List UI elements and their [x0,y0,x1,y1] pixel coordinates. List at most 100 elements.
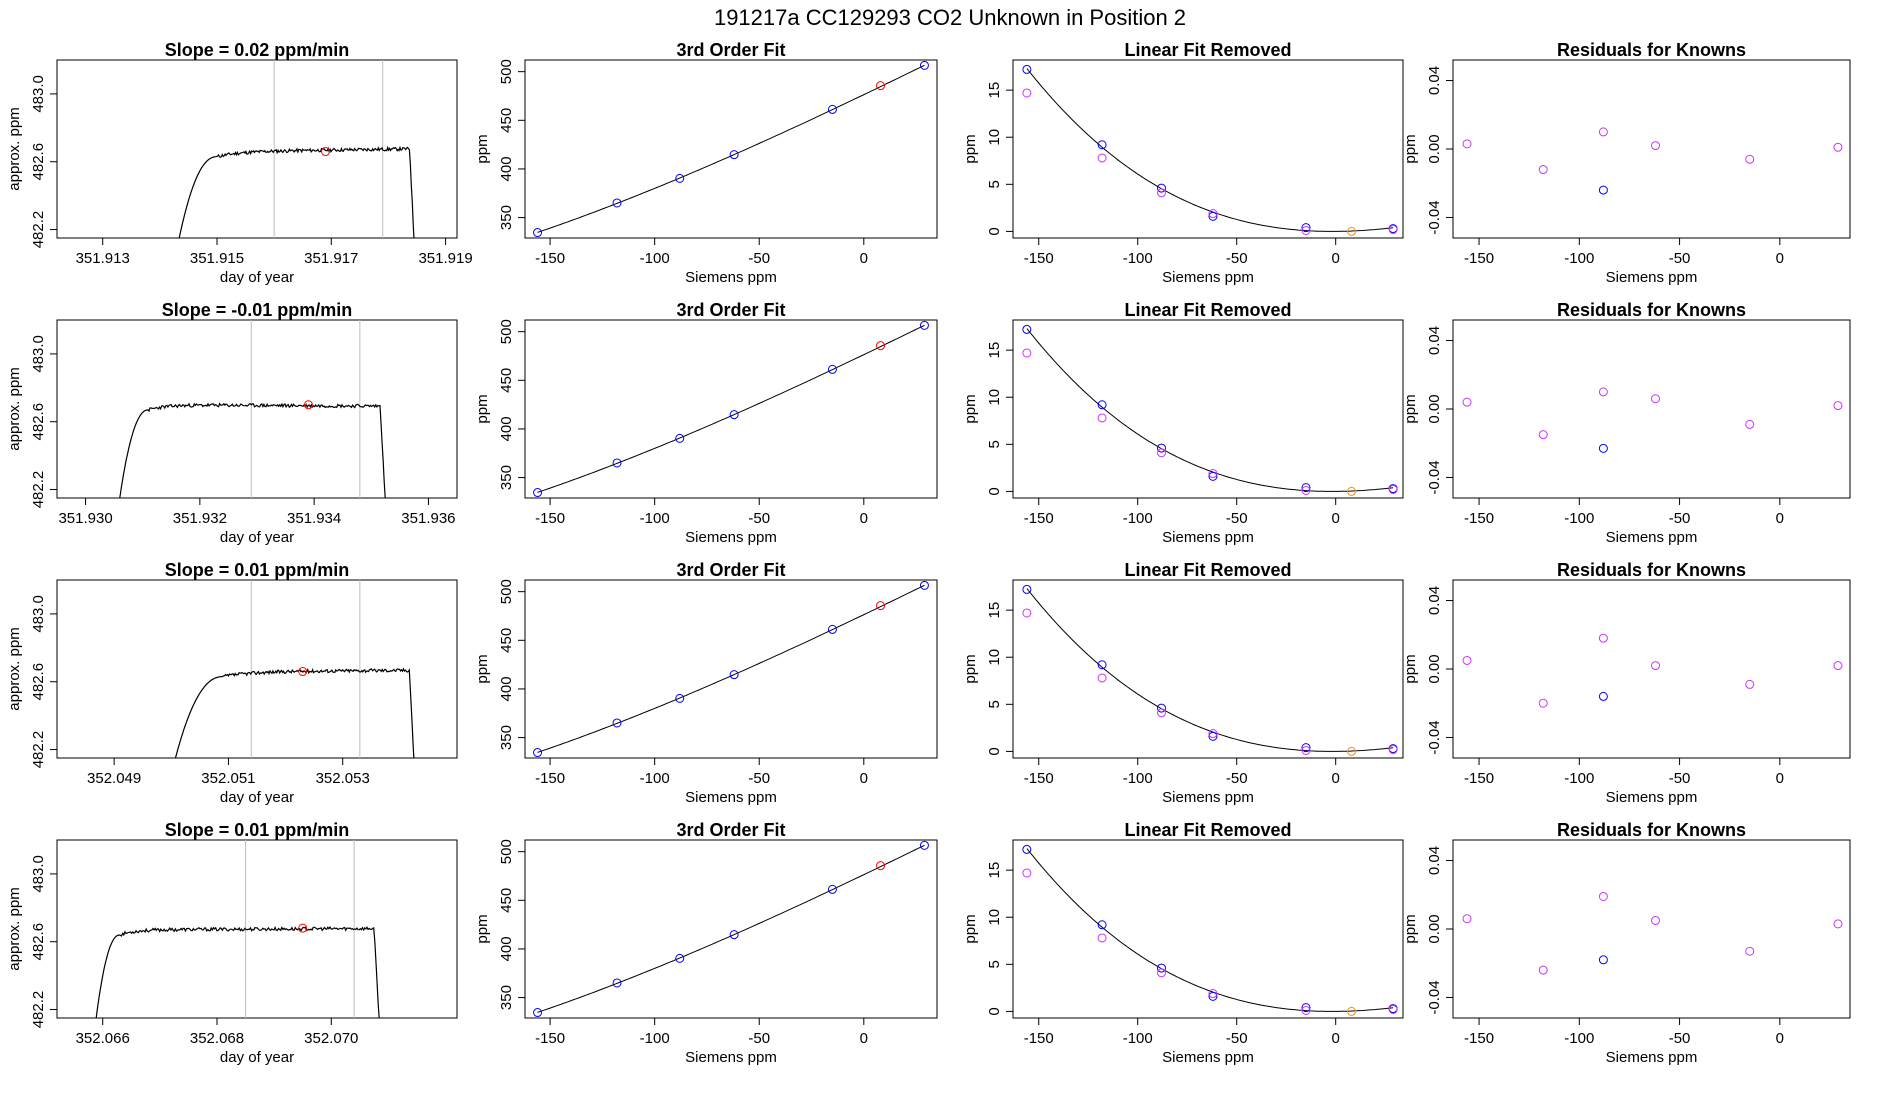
x-tick-label: 352.049 [87,770,141,787]
data-point-magenta [1538,165,1548,175]
sample-marker [298,923,308,933]
panel-title: Residuals for Knowns [1557,820,1746,840]
data-point-magenta [1745,946,1755,956]
data-point-blue [919,580,929,590]
data-point-blue [533,1008,543,1018]
chart-panel-row2-col4: Residuals for Knowns Siemens ppm ppm -150 -1… [1402,300,1851,546]
x-axis-label: Siemens ppm [685,789,777,806]
x-tick-label: -50 [748,510,770,527]
x-tick-label: 351.934 [287,510,341,527]
x-tick-label: -50 [1669,1030,1691,1047]
plot-frame [524,839,938,1019]
plot-frame [524,319,938,499]
data-point-blue [1156,963,1166,973]
plot-area [1462,891,1843,975]
x-tick-label: -150 [1464,510,1494,527]
data-point-magenta [1208,729,1218,739]
plot-frame [56,579,458,759]
data-point-magenta [1097,933,1107,943]
y-axis-label: ppm [474,394,491,423]
data-point-blue [827,624,837,634]
x-tick-label: 0 [1332,1030,1340,1047]
panel-title: Residuals for Knowns [1557,40,1746,60]
y-tick-label: 482.2 [30,211,47,249]
x-tick-label: 0 [1332,510,1340,527]
x-tick-label: 0 [860,1030,868,1047]
y-axis-label: approx. ppm [6,627,23,710]
data-point-blue [1301,743,1311,753]
plot-frame [524,59,938,239]
concentration-trace [119,402,386,498]
concentration-trace [178,145,415,238]
y-axis-label: ppm [962,134,979,163]
data-point-red [876,601,886,611]
y-tick-label: 5 [986,700,1003,708]
y-axis-label: approx. ppm [6,367,23,450]
chart-panel-row3-col2: 3rd Order Fit Siemens ppm ppm -150 -100 -50 0 3… [474,560,938,806]
y-axis-label: ppm [962,394,979,423]
x-tick-label: -150 [1464,1030,1494,1047]
y-tick-label: 15 [986,342,1003,359]
chart-panel-row2-col3: Linear Fit Removed Siemens ppm ppm -150 -100… [962,300,1404,546]
y-tick-label: -0.04 [1426,720,1443,754]
x-tick-label: 351.915 [190,250,244,267]
x-tick-label: 351.917 [304,250,358,267]
data-point-magenta [1745,679,1755,689]
x-tick-label: 0 [1332,250,1340,267]
x-tick-label: -100 [640,770,670,787]
data-point-magenta [1598,127,1608,137]
plot-area [95,840,380,1018]
data-point-blue [1208,211,1218,221]
plot-frame [1012,839,1404,1019]
x-tick-label: -100 [1564,510,1594,527]
chart-panel-row3-col4: Residuals for Knowns Siemens ppm ppm -150 -1… [1402,560,1851,806]
y-tick-label: 500 [498,319,515,344]
data-point-magenta [1598,387,1608,397]
x-tick-label: 352.066 [76,1030,130,1047]
chart-panel-row4-col4: Residuals for Knowns Siemens ppm ppm -150 -1… [1402,820,1851,1066]
plot-frame [56,839,458,1019]
data-point-blue [675,173,685,183]
x-tick-label: -150 [535,250,565,267]
data-point-magenta [1156,188,1166,198]
panel-title: Linear Fit Removed [1124,560,1291,580]
data-point-blue [1208,731,1218,741]
data-point-blue [612,198,622,208]
data-point-blue [675,953,685,963]
plot-frame [1012,59,1404,239]
y-tick-label: 10 [986,909,1003,926]
y-tick-label: 10 [986,129,1003,146]
fit-curve [537,324,925,493]
y-tick-label: 0 [986,227,1003,235]
data-point-blue [533,488,543,498]
plot-area [1462,127,1843,195]
data-point-magenta [1301,745,1311,755]
y-tick-label: 350 [498,725,515,750]
fit-curve [537,64,925,233]
data-point-magenta [1208,989,1218,999]
y-tick-label: 450 [498,368,515,393]
y-axis-label: ppm [962,914,979,943]
data-point-magenta [1651,915,1661,925]
plot-frame [524,579,938,759]
plot-area [178,60,415,238]
x-tick-label: -50 [1226,770,1248,787]
data-point-magenta [1388,225,1398,235]
data-point-blue [729,670,739,680]
data-point-magenta [1462,397,1472,407]
x-tick-label: -100 [1564,1030,1594,1047]
figure-title: 191217a CC129293 CO2 Unknown in Position… [714,5,1186,30]
data-point-blue [1156,183,1166,193]
panel-title: Linear Fit Removed [1124,300,1291,320]
data-point-blue [612,978,622,988]
x-tick-label: -150 [1024,770,1054,787]
y-tick-label: 15 [986,862,1003,879]
sample-marker [303,400,313,410]
y-tick-label: 500 [498,59,515,84]
y-tick-label: 0.04 [1426,326,1443,355]
panel-title: 3rd Order Fit [676,40,785,60]
data-point-magenta [1388,485,1398,495]
data-point-magenta [1651,394,1661,404]
y-axis-label: ppm [474,654,491,683]
